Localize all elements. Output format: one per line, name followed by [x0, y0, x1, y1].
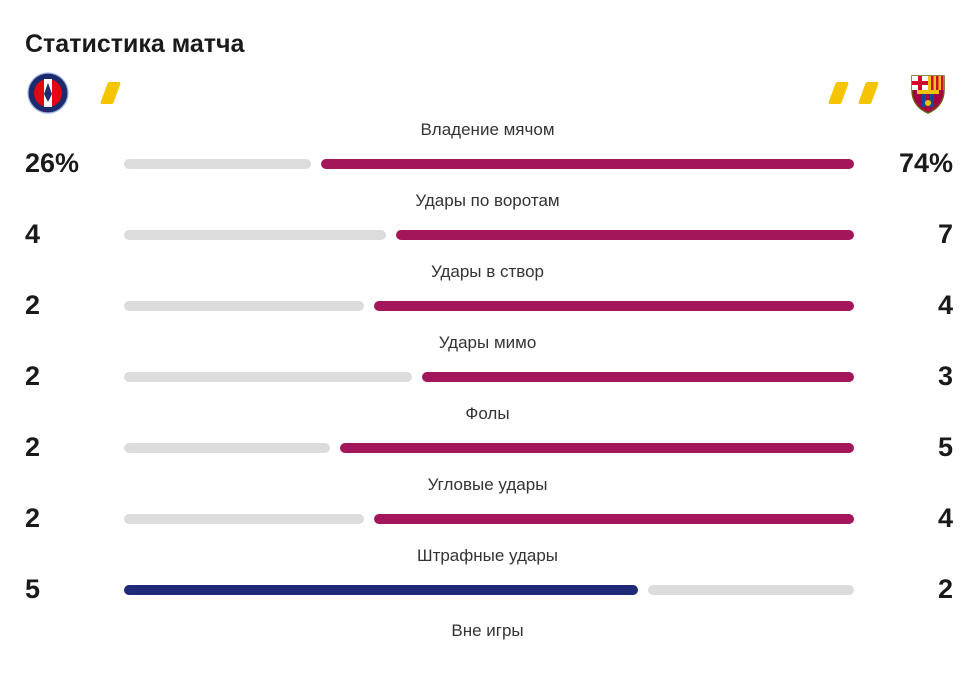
yellow-card-icon: [857, 82, 880, 104]
away-bar-segment: [340, 443, 854, 453]
home-value: 2: [25, 361, 41, 391]
comparison-bar: [124, 159, 854, 169]
comparison-bar: [124, 443, 854, 453]
yellow-card-icon: [827, 82, 850, 104]
away-value: 3: [937, 361, 953, 391]
barcelona-crest-icon: [911, 75, 945, 114]
away-value: 5: [937, 432, 953, 462]
away-bar-segment: [374, 301, 854, 311]
stat-label: Штрафные удары: [416, 546, 559, 565]
home-value: 26%: [25, 148, 80, 178]
stat-row: Удары мимо 2 3: [0, 330, 975, 401]
stat-label: Вне игры: [451, 621, 524, 640]
yellow-card-icon: [99, 82, 122, 104]
match-stats-list: Владение мячом 26% 74% Удары по воротам 4 7 Уд…: [0, 117, 975, 685]
comparison-bar: [124, 301, 854, 311]
home-bar-segment: [124, 301, 364, 311]
stat-row: Фолы 2 5: [0, 401, 975, 472]
comparison-bar: [124, 585, 854, 595]
home-value: 2: [25, 290, 41, 320]
stat-label: Владение мячом: [420, 120, 555, 139]
home-bar-segment: [124, 230, 386, 240]
stat-row: Удары по воротам 4 7: [0, 188, 975, 259]
stat-label: Удары мимо: [438, 333, 537, 352]
away-bar-segment: [374, 514, 854, 524]
away-value: 7: [937, 219, 953, 249]
home-bar-segment: [124, 514, 364, 524]
stat-label: Угловые удары: [427, 475, 548, 494]
comparison-bar: [124, 514, 854, 524]
comparison-bar: [124, 372, 854, 382]
home-bar-segment: [124, 585, 638, 595]
stat-row: Удары в створ 2 4: [0, 259, 975, 330]
stat-row: Вне игры: [0, 614, 975, 685]
away-bar-segment: [422, 372, 854, 382]
away-value: 4: [937, 290, 953, 320]
stat-label: Фолы: [465, 404, 510, 423]
home-bar-segment: [124, 159, 311, 169]
stat-row: Владение мячом 26% 74%: [0, 117, 975, 188]
away-value: 4: [937, 503, 953, 533]
home-bar-segment: [124, 443, 330, 453]
away-bar-segment: [396, 230, 854, 240]
home-value: 4: [25, 219, 41, 249]
stat-row: Угловые удары 2 4: [0, 472, 975, 543]
stat-label: Удары по воротам: [415, 191, 560, 210]
away-bar-segment: [648, 585, 854, 595]
stat-label: Удары в створ: [430, 262, 545, 281]
away-value: 2: [937, 574, 953, 604]
home-value: 2: [25, 503, 41, 533]
page-title: Статистика матча: [25, 30, 245, 58]
stat-row: Штрафные удары 5 2: [0, 543, 975, 614]
home-value: 5: [25, 574, 41, 604]
psg-crest-icon: [27, 72, 69, 114]
comparison-bar: [124, 230, 854, 240]
away-bar-segment: [321, 159, 854, 169]
away-value: 74%: [898, 148, 953, 178]
home-bar-segment: [124, 372, 412, 382]
home-value: 2: [25, 432, 41, 462]
